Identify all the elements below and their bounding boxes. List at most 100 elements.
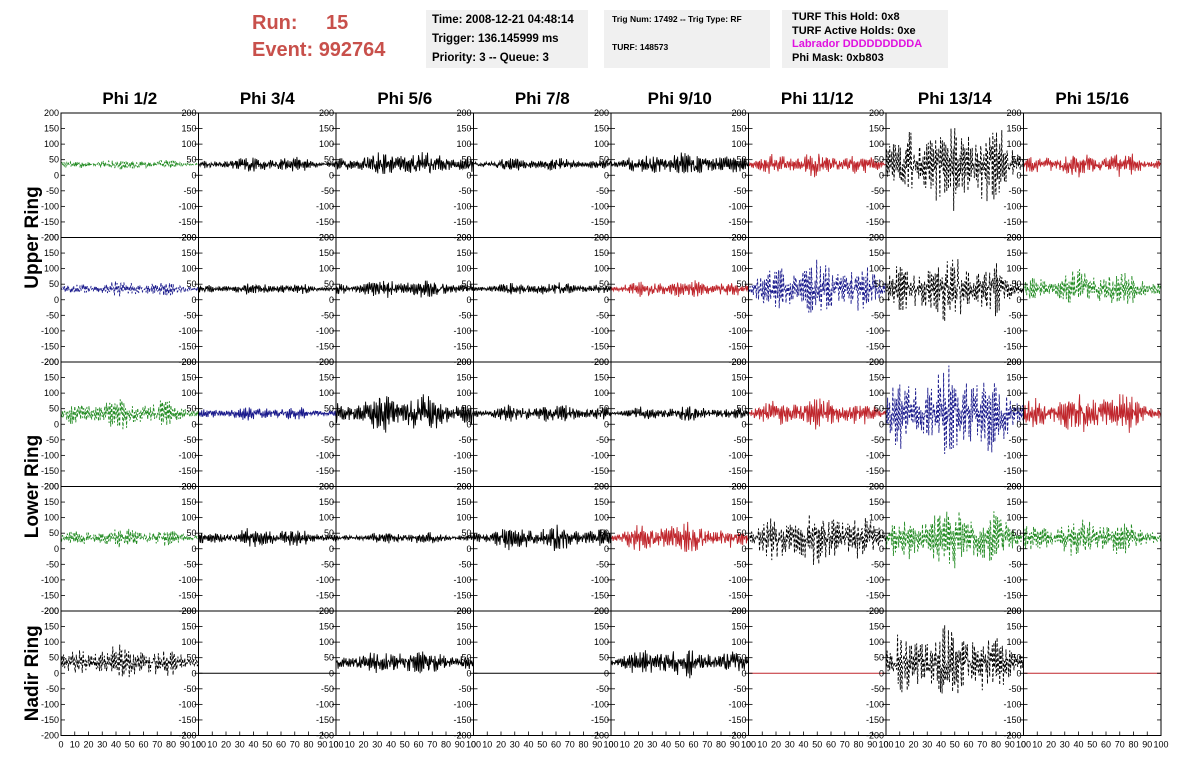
x-tick-label: 70 xyxy=(290,740,300,750)
y-tick-label: 100 xyxy=(456,637,471,647)
waveform-trace xyxy=(473,158,612,171)
waveform-trace xyxy=(748,259,887,313)
x-tick-label: 90 xyxy=(867,740,877,750)
y-tick-label: 0 xyxy=(604,668,609,678)
column-header: Phi 9/10 xyxy=(648,89,712,108)
panel-frame xyxy=(1023,112,1162,238)
y-tick-label: 50 xyxy=(1011,653,1021,663)
y-tick-label: 0 xyxy=(604,170,609,180)
y-tick-label: -150 xyxy=(41,590,59,600)
y-tick-label: -100 xyxy=(728,699,746,709)
y-tick-label: -50 xyxy=(596,186,609,196)
column-header: Phi 7/8 xyxy=(515,89,570,108)
y-tick-label: 200 xyxy=(456,233,471,243)
y-tick-label: 0 xyxy=(879,668,884,678)
x-tick-label: 50 xyxy=(537,740,547,750)
y-tick-label: 100 xyxy=(1006,139,1021,149)
y-tick-label: 0 xyxy=(741,419,746,429)
event-value: 992764 xyxy=(318,39,386,61)
waveform-trace xyxy=(60,281,199,297)
y-tick-label: 50 xyxy=(49,653,59,663)
y-tick-label: 200 xyxy=(44,108,59,118)
y-tick-label: 150 xyxy=(44,124,59,134)
y-tick-label: -100 xyxy=(41,201,59,211)
turf-info-panel: TURF This Hold: 0x8 TURF Active Holds: 0… xyxy=(782,10,948,68)
y-tick-label: -100 xyxy=(1003,699,1021,709)
y-tick-label: -50 xyxy=(733,559,746,569)
y-tick-label: 100 xyxy=(869,264,884,274)
y-tick-label: 150 xyxy=(44,248,59,258)
y-tick-label: -100 xyxy=(728,450,746,460)
y-tick-label: 150 xyxy=(319,373,334,383)
y-tick-label: 200 xyxy=(869,357,884,367)
y-tick-label: 100 xyxy=(181,264,196,274)
y-tick-label: 0 xyxy=(54,668,59,678)
x-tick-label: 80 xyxy=(716,740,726,750)
waveform-trace xyxy=(1023,269,1162,304)
x-tick-label: 30 xyxy=(922,740,932,750)
phi-mask-text: Phi Mask: 0xb803 xyxy=(792,51,884,64)
waveform-trace xyxy=(1023,153,1162,178)
y-tick-label: 50 xyxy=(1011,404,1021,414)
y-tick-label: -150 xyxy=(178,715,196,725)
y-tick-label: -150 xyxy=(178,341,196,351)
y-tick-label: 0 xyxy=(191,544,196,554)
y-tick-label: 150 xyxy=(456,497,471,507)
x-tick-label: 10 xyxy=(70,740,80,750)
y-tick-label: 0 xyxy=(466,295,471,305)
y-tick-label: 50 xyxy=(736,155,746,165)
y-tick-label: 50 xyxy=(49,279,59,289)
y-tick-label: 100 xyxy=(869,513,884,523)
y-tick-label: -150 xyxy=(866,466,884,476)
y-tick-label: -200 xyxy=(728,731,746,741)
y-tick-label: 150 xyxy=(44,373,59,383)
y-tick-label: -150 xyxy=(453,217,471,227)
y-tick-label: 200 xyxy=(594,606,609,616)
y-tick-label: -150 xyxy=(728,715,746,725)
y-tick-label: -50 xyxy=(1008,684,1021,694)
x-tick-label: 100 xyxy=(1016,740,1031,750)
y-tick-label: -150 xyxy=(178,466,196,476)
y-tick-label: -150 xyxy=(591,217,609,227)
y-tick-label: -100 xyxy=(591,699,609,709)
x-tick-label: 40 xyxy=(523,740,533,750)
waveform-trace xyxy=(198,407,337,421)
y-tick-label: 0 xyxy=(1016,295,1021,305)
y-tick-label: -200 xyxy=(41,731,59,741)
y-tick-label: 150 xyxy=(456,248,471,258)
ring-label: Lower Ring xyxy=(22,435,43,538)
x-tick-label: 40 xyxy=(798,740,808,750)
y-tick-label: 150 xyxy=(44,622,59,632)
y-tick-label: 200 xyxy=(1006,233,1021,243)
y-tick-label: 150 xyxy=(594,124,609,134)
x-tick-label: 60 xyxy=(963,740,973,750)
y-tick-label: -150 xyxy=(1003,466,1021,476)
y-tick-label: -150 xyxy=(866,590,884,600)
y-tick-label: -150 xyxy=(866,217,884,227)
y-tick-label: -100 xyxy=(866,699,884,709)
y-tick-label: -150 xyxy=(728,217,746,227)
waveform-trace xyxy=(748,398,887,430)
x-tick-label: 50 xyxy=(400,740,410,750)
y-tick-label: -200 xyxy=(41,233,59,243)
y-tick-label: 150 xyxy=(181,248,196,258)
y-tick-label: 100 xyxy=(319,264,334,274)
y-tick-label: 100 xyxy=(731,264,746,274)
y-tick-label: 50 xyxy=(324,404,334,414)
x-tick-label: 30 xyxy=(785,740,795,750)
y-tick-label: 200 xyxy=(731,108,746,118)
y-tick-label: -100 xyxy=(1003,326,1021,336)
y-tick-label: -50 xyxy=(1008,559,1021,569)
x-tick-label: 40 xyxy=(661,740,671,750)
y-tick-label: 50 xyxy=(874,528,884,538)
y-tick-label: 150 xyxy=(594,373,609,383)
y-tick-label: -100 xyxy=(866,201,884,211)
column-header: Phi 5/6 xyxy=(377,89,432,108)
x-tick-label: 40 xyxy=(386,740,396,750)
y-tick-label: 0 xyxy=(466,170,471,180)
x-tick-label: 60 xyxy=(826,740,836,750)
waveform-trace xyxy=(1023,394,1162,433)
y-tick-label: 0 xyxy=(329,170,334,180)
y-tick-label: 100 xyxy=(869,637,884,647)
y-tick-label: 200 xyxy=(1006,482,1021,492)
